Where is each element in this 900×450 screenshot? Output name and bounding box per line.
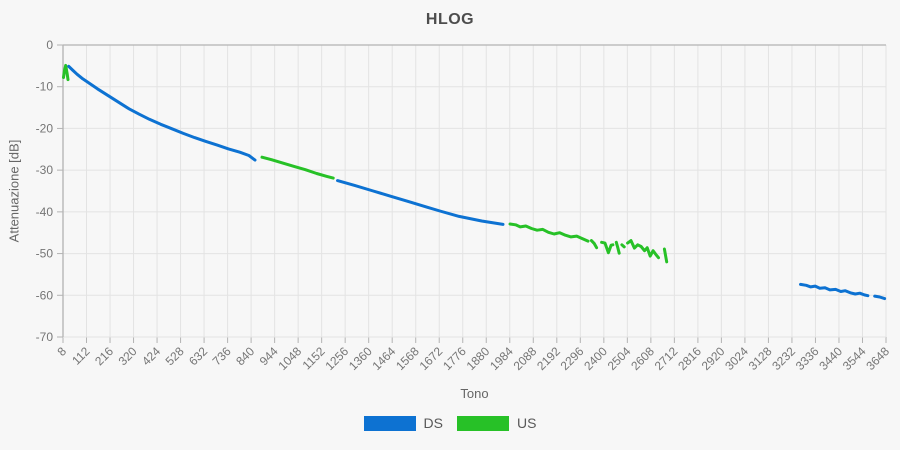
x-tick-label: 1568: [393, 344, 422, 373]
x-tick-label: 2192: [534, 344, 563, 373]
x-tick-label: 1360: [346, 344, 375, 373]
x-tick-label: 1880: [464, 344, 493, 373]
legend-item-ds[interactable]: DS: [363, 415, 443, 431]
series-line-ds: [336, 179, 505, 226]
ds-color-swatch: [363, 415, 416, 431]
y-tick-label: -50: [36, 247, 54, 261]
x-tick-label: 2712: [652, 344, 681, 373]
x-tick-label: 528: [163, 344, 187, 368]
x-tick-label: 320: [116, 344, 140, 368]
x-tick-label: 1984: [487, 344, 516, 373]
series-line-us: [620, 243, 626, 249]
x-tick-label: 632: [186, 344, 210, 368]
x-tick-label: 216: [92, 344, 116, 368]
x-tick-label: 2920: [699, 344, 728, 373]
x-tick-label: 424: [139, 344, 163, 368]
x-tick-label: 3544: [840, 344, 869, 373]
series-line-us: [626, 239, 660, 260]
x-tick-label: 3336: [793, 344, 822, 373]
x-tick-label: 3024: [722, 344, 751, 373]
x-tick-label: 1776: [440, 344, 469, 373]
x-tick-label: 2816: [675, 344, 704, 373]
series-line-us: [508, 222, 590, 243]
legend-item-us[interactable]: US: [457, 415, 536, 431]
x-tick-label: 1256: [323, 344, 352, 373]
series-line-us: [600, 240, 615, 255]
chart-title: HLOG: [425, 11, 475, 28]
x-tick-label: 2400: [581, 344, 610, 373]
series-line-ds: [799, 282, 870, 298]
x-tick-label: 1152: [300, 344, 328, 372]
x-tick-label: 1048: [275, 344, 304, 373]
series-line-us: [62, 63, 70, 82]
y-tick-label: -40: [36, 205, 54, 219]
x-tick-label: 3232: [769, 344, 798, 373]
x-tick-label: 2088: [511, 344, 540, 373]
y-tick-label: -10: [36, 80, 54, 94]
x-tick-label: 2504: [605, 344, 634, 373]
y-tick-label: -60: [36, 288, 54, 302]
y-tick-label: 0: [46, 38, 53, 52]
x-tick-label: 840: [233, 344, 257, 368]
legend-label-ds: DS: [423, 415, 443, 431]
x-tick-label: 2608: [628, 344, 657, 373]
series-line-ds: [873, 294, 887, 301]
x-tick-label: 1672: [417, 344, 446, 373]
series-line-us: [260, 155, 335, 180]
series-line-us: [614, 240, 621, 255]
x-tick-label: 1464: [370, 344, 399, 373]
series-line-us: [662, 247, 669, 264]
legend-label-us: US: [517, 415, 537, 431]
x-tick-label: 3440: [816, 344, 845, 373]
x-tick-label: 736: [210, 344, 234, 368]
series-line-ds: [67, 64, 257, 162]
x-tick-label: 3128: [746, 344, 775, 373]
x-tick-label: 8: [54, 344, 69, 359]
x-tick-label: 2296: [558, 344, 587, 373]
series-line-us: [589, 239, 599, 250]
x-tick-label: 3648: [863, 344, 892, 373]
y-tick-label: -20: [36, 121, 54, 135]
legend: DS US: [0, 415, 900, 431]
x-tick-label: 112: [69, 344, 93, 368]
x-axis-title: Tono: [460, 386, 489, 401]
y-tick-label: -30: [36, 163, 54, 177]
us-color-swatch: [457, 415, 509, 431]
y-tick-label: -70: [36, 330, 54, 344]
